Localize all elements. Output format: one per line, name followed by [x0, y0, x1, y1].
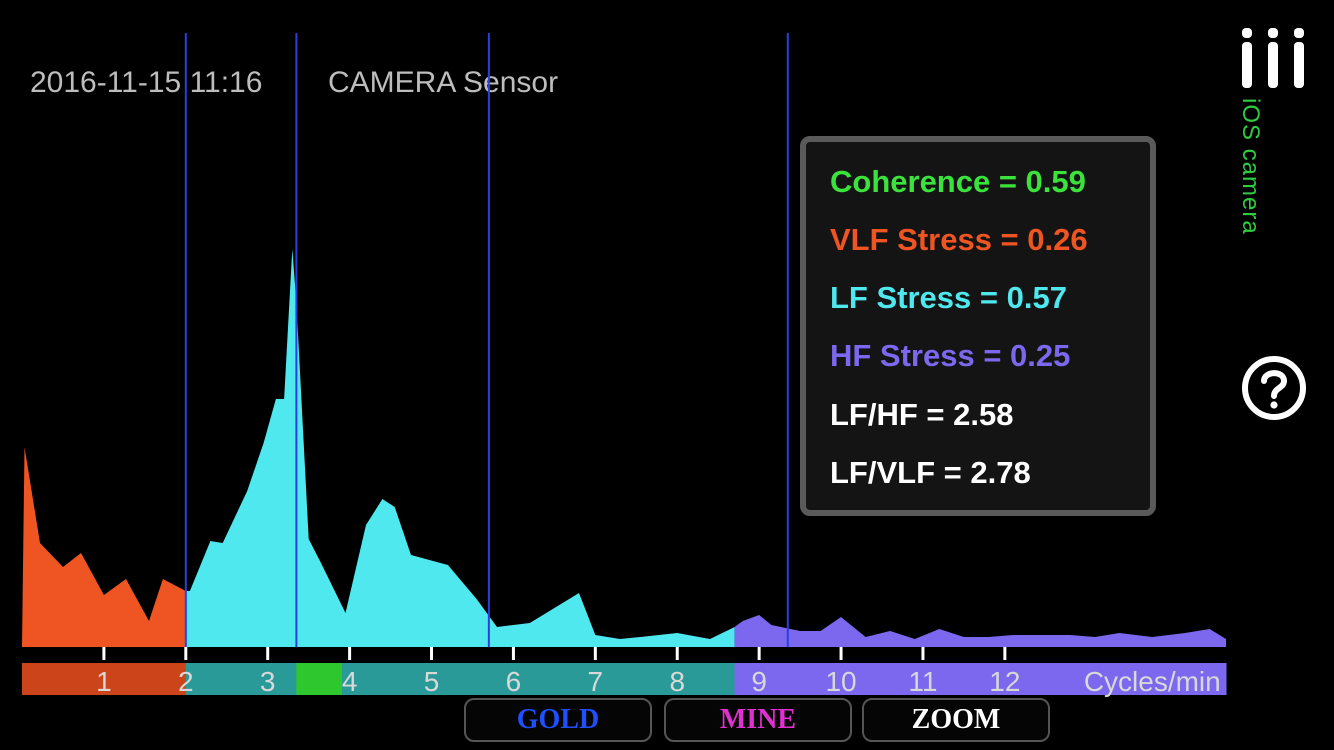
gold-button[interactable]: GOLD [464, 698, 652, 742]
axis-band-hf [734, 663, 1227, 695]
stat-lf-hf-ratio: LF/HF = 2.58 [830, 397, 1014, 432]
tick-label: 12 [989, 666, 1020, 697]
stat-vlf-stress: VLF Stress = 0.26 [830, 222, 1088, 257]
axis-band-vlf [22, 663, 187, 695]
stat-hf-stress: HF Stress = 0.25 [830, 338, 1071, 373]
tick-label: 7 [588, 666, 604, 697]
stat-lf-stress: LF Stress = 0.57 [830, 280, 1067, 315]
tick-label: 6 [506, 666, 522, 697]
band-markers [184, 33, 789, 647]
ios-camera-label: iOS camera [1237, 98, 1264, 235]
mine-button[interactable]: MINE [664, 698, 852, 742]
tick-label: 4 [342, 666, 358, 697]
gold-button-label: GOLD [516, 704, 600, 735]
tick-label: 2 [178, 666, 194, 697]
tick-label: 1 [96, 666, 112, 697]
tick-label: 10 [825, 666, 856, 697]
mine-button-label: MINE [719, 704, 797, 735]
tick-labels: 1 2 3 4 5 6 7 8 9 10 11 12 Cycles/min [96, 666, 1221, 697]
menu-bars-icon[interactable] [1238, 28, 1310, 90]
stats-panel: Coherence = 0.59 VLF Stress = 0.26 LF St… [800, 136, 1156, 516]
tick-label: 11 [908, 666, 937, 697]
axis-band-lf [185, 663, 736, 695]
tick-label: 3 [260, 666, 276, 697]
tick-label: 9 [751, 666, 767, 697]
stat-lf-vlf-ratio: LF/VLF = 2.78 [830, 455, 1031, 490]
frequency-axis-bar [22, 663, 1227, 695]
timestamp: 2016-11-15 11:16 [30, 66, 263, 99]
spectrum-area-lf [185, 249, 735, 647]
sensor-source: CAMERA Sensor [328, 66, 559, 99]
question-mark-icon[interactable] [1240, 354, 1308, 422]
tick-label: 5 [424, 666, 440, 697]
axis-band-coherence [296, 663, 342, 695]
tick-label: 8 [669, 666, 685, 697]
zoom-button[interactable]: ZOOM [862, 698, 1050, 742]
axis-unit-label: Cycles/min [1084, 666, 1221, 697]
spectrum-area-vlf [22, 447, 186, 647]
spectrum-area-hf [734, 615, 1226, 647]
tick-marks [102, 647, 1007, 660]
zoom-button-label: ZOOM [911, 704, 1001, 735]
stat-coherence: Coherence = 0.59 [830, 164, 1086, 199]
